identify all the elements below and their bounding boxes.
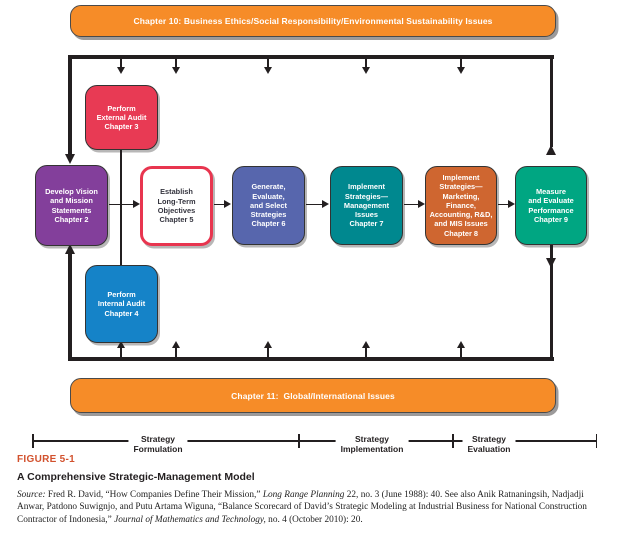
top-stub-line-5 [460, 58, 462, 68]
box-generate-select-strategies: Generate, Evaluate, and Select Strategie… [232, 166, 305, 245]
feedback-right-lower-line [549, 245, 553, 357]
figure-title: A Comprehensive Strategic-Management Mod… [17, 471, 255, 483]
feedback-bottom-rail [68, 357, 554, 361]
flow-arrow-5-icon [508, 200, 515, 208]
figure-number: FIGURE 5-1 [17, 454, 76, 465]
flow-line-4 [404, 203, 419, 205]
bottom-stub-arrow-1-icon [117, 341, 125, 348]
feedback-left-lower-line [68, 250, 72, 357]
banner-chapter-10-label: Chapter 10: Business Ethics/Social Respo… [133, 16, 493, 26]
flow-line-1 [109, 203, 134, 205]
top-stub-line-4 [365, 58, 367, 68]
stage-tick-4 [595, 433, 597, 448]
stage-tick-2 [298, 433, 300, 448]
bottom-stub-arrow-3-icon [264, 341, 272, 348]
bottom-stub-arrow-4-icon [362, 341, 370, 348]
top-stub-arrow-4-icon [362, 67, 370, 74]
flow-line-2 [214, 203, 225, 205]
bottom-stub-arrow-2-icon [172, 341, 180, 348]
box-establish-objectives: Establish Long-Term Objectives Chapter 5 [140, 166, 213, 246]
top-stub-arrow-2-icon [172, 67, 180, 74]
flow-line-3 [306, 203, 323, 205]
box-implement-strategies-functional: Implement Strategies— Marketing, Finance… [425, 166, 497, 245]
top-stub-line-2 [175, 58, 177, 68]
top-stub-arrow-5-icon [457, 67, 465, 74]
flow-arrow-2-icon [224, 200, 231, 208]
bottom-stub-arrow-5-icon [457, 341, 465, 348]
audit-connector-line [120, 150, 122, 265]
stage-label-evaluation: Strategy Evaluation [462, 434, 516, 455]
box-perform-external-audit: Perform External Audit Chapter 3 [85, 85, 158, 150]
figure-source: Source: Fred R. David, “How Companies De… [17, 490, 587, 525]
bottom-stub-line-2 [175, 348, 177, 358]
stage-tick-1 [32, 433, 34, 448]
top-stub-line-1 [120, 58, 122, 68]
box-develop-vision-mission: Develop Vision and Mission Statements Ch… [35, 165, 108, 246]
stage-bracket-line [32, 440, 597, 442]
arrow-up-into-vision-icon [64, 244, 75, 254]
banner-chapter-10: Chapter 10: Business Ethics/Social Respo… [70, 5, 556, 37]
box-perform-internal-audit: Perform Internal Audit Chapter 4 [85, 265, 158, 343]
flow-arrow-4-icon [418, 200, 425, 208]
flow-line-5 [498, 203, 509, 205]
feedback-top-rail [68, 55, 554, 59]
arrow-down-from-measure-icon [546, 258, 556, 268]
banner-chapter-11: Chapter 11: Global/International Issues [70, 378, 556, 413]
top-stub-arrow-3-icon [264, 67, 272, 74]
feedback-left-upper-line [68, 55, 72, 155]
stage-label-implementation: Strategy Implementation [335, 434, 409, 455]
feedback-right-upper-line [549, 55, 553, 147]
stage-label-formulation: Strategy Formulation [128, 434, 188, 455]
top-stub-arrow-1-icon [117, 67, 125, 74]
stage-tick-3 [452, 433, 454, 448]
bottom-stub-line-4 [365, 348, 367, 358]
box-implement-strategies-management: Implement Strategies— Management Issues … [330, 166, 403, 245]
arrow-up-from-measure-icon [546, 145, 556, 155]
flow-arrow-1-icon [133, 200, 140, 208]
bottom-stub-line-1 [120, 348, 122, 358]
box-measure-evaluate-performance: Measure and Evaluate Performance Chapter… [515, 166, 587, 245]
bottom-stub-line-5 [460, 348, 462, 358]
banner-chapter-11-label: Chapter 11: Global/International Issues [231, 390, 395, 401]
top-stub-line-3 [267, 58, 269, 68]
arrow-down-into-vision-icon [64, 154, 75, 164]
bottom-stub-line-3 [267, 348, 269, 358]
flow-arrow-3-icon [322, 200, 329, 208]
